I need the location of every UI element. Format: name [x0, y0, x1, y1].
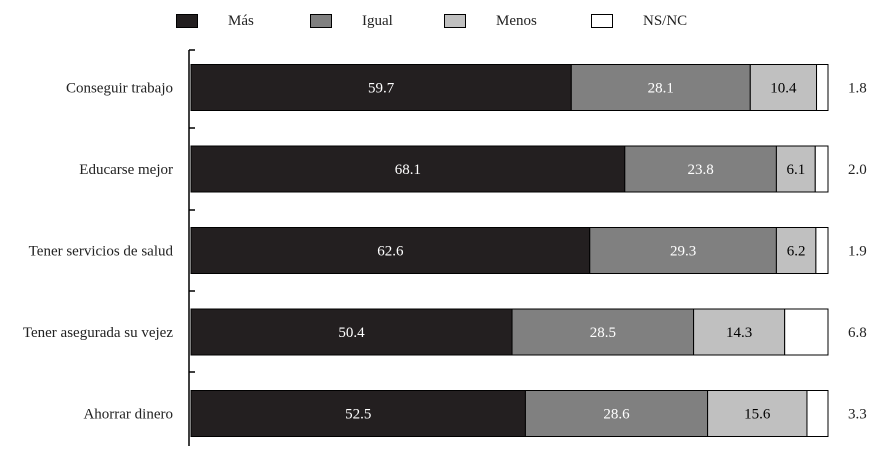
data-label: 1.8 [848, 81, 867, 97]
bar-segment-3 [806, 390, 829, 437]
bar-segment-1 [570, 64, 751, 111]
bar-segment-0 [190, 64, 572, 111]
bar-segment-1 [589, 227, 777, 274]
data-label: 28.6 [603, 407, 630, 423]
legend-item-nsnc: NS/NC [591, 10, 687, 32]
bar-segment-0 [190, 390, 526, 437]
category-label: Tener asegurada su vejez [23, 325, 173, 341]
data-label: 28.1 [648, 81, 674, 97]
bar-segment-1 [524, 390, 709, 437]
bar-segment-3 [784, 308, 829, 356]
bar-segment-1 [624, 145, 777, 193]
bar-segment-1 [511, 308, 695, 356]
bar-segment-2 [775, 227, 817, 274]
legend-swatch-nsnc [591, 14, 613, 28]
legend-label-igual: Igual [362, 12, 393, 29]
data-label: 68.1 [395, 162, 421, 178]
data-label: 59.7 [368, 81, 395, 97]
bar-segment-2 [707, 390, 808, 437]
bar-segment-3 [816, 64, 829, 111]
legend-item-menos: Menos [444, 10, 537, 32]
data-label: 2.0 [848, 162, 867, 178]
category-label: Tener servicios de salud [29, 244, 174, 260]
bar-segment-3 [815, 227, 829, 274]
legend-swatch-igual [310, 14, 332, 28]
data-label: 23.8 [687, 162, 713, 178]
data-label: 10.4 [770, 81, 797, 97]
legend: Más Igual Menos NS/NC [0, 10, 872, 32]
bar-segment-2 [775, 145, 816, 193]
legend-item-mas: Más [176, 10, 254, 32]
bar-segment-2 [749, 64, 818, 111]
data-label: 29.3 [670, 244, 696, 260]
legend-label-nsnc: NS/NC [643, 12, 688, 29]
category-label: Ahorrar dinero [83, 407, 173, 423]
bar-segment-0 [190, 227, 591, 274]
data-label: 1.9 [848, 244, 867, 260]
data-label: 14.3 [726, 325, 752, 341]
category-label: Conseguir trabajo [66, 81, 173, 97]
legend-swatch-mas [176, 14, 198, 28]
legend-swatch-menos [444, 14, 466, 28]
bar-segment-0 [190, 308, 513, 356]
data-label: 52.5 [345, 407, 371, 423]
data-label: 50.4 [338, 325, 365, 341]
data-label: 3.3 [848, 407, 867, 423]
data-label: 6.8 [848, 325, 867, 341]
bar-segment-0 [190, 145, 626, 193]
bar-segment-3 [814, 145, 829, 193]
data-label: 62.6 [377, 244, 404, 260]
bar-segment-2 [693, 308, 786, 356]
legend-label-mas: Más [228, 12, 254, 29]
data-label: 15.6 [744, 407, 771, 423]
legend-label-menos: Menos [496, 12, 537, 29]
category-label: Educarse mejor [79, 162, 173, 178]
data-label: 28.5 [590, 325, 616, 341]
legend-item-igual: Igual [310, 10, 393, 32]
data-label: 6.2 [787, 244, 806, 260]
data-label: 6.1 [786, 162, 805, 178]
